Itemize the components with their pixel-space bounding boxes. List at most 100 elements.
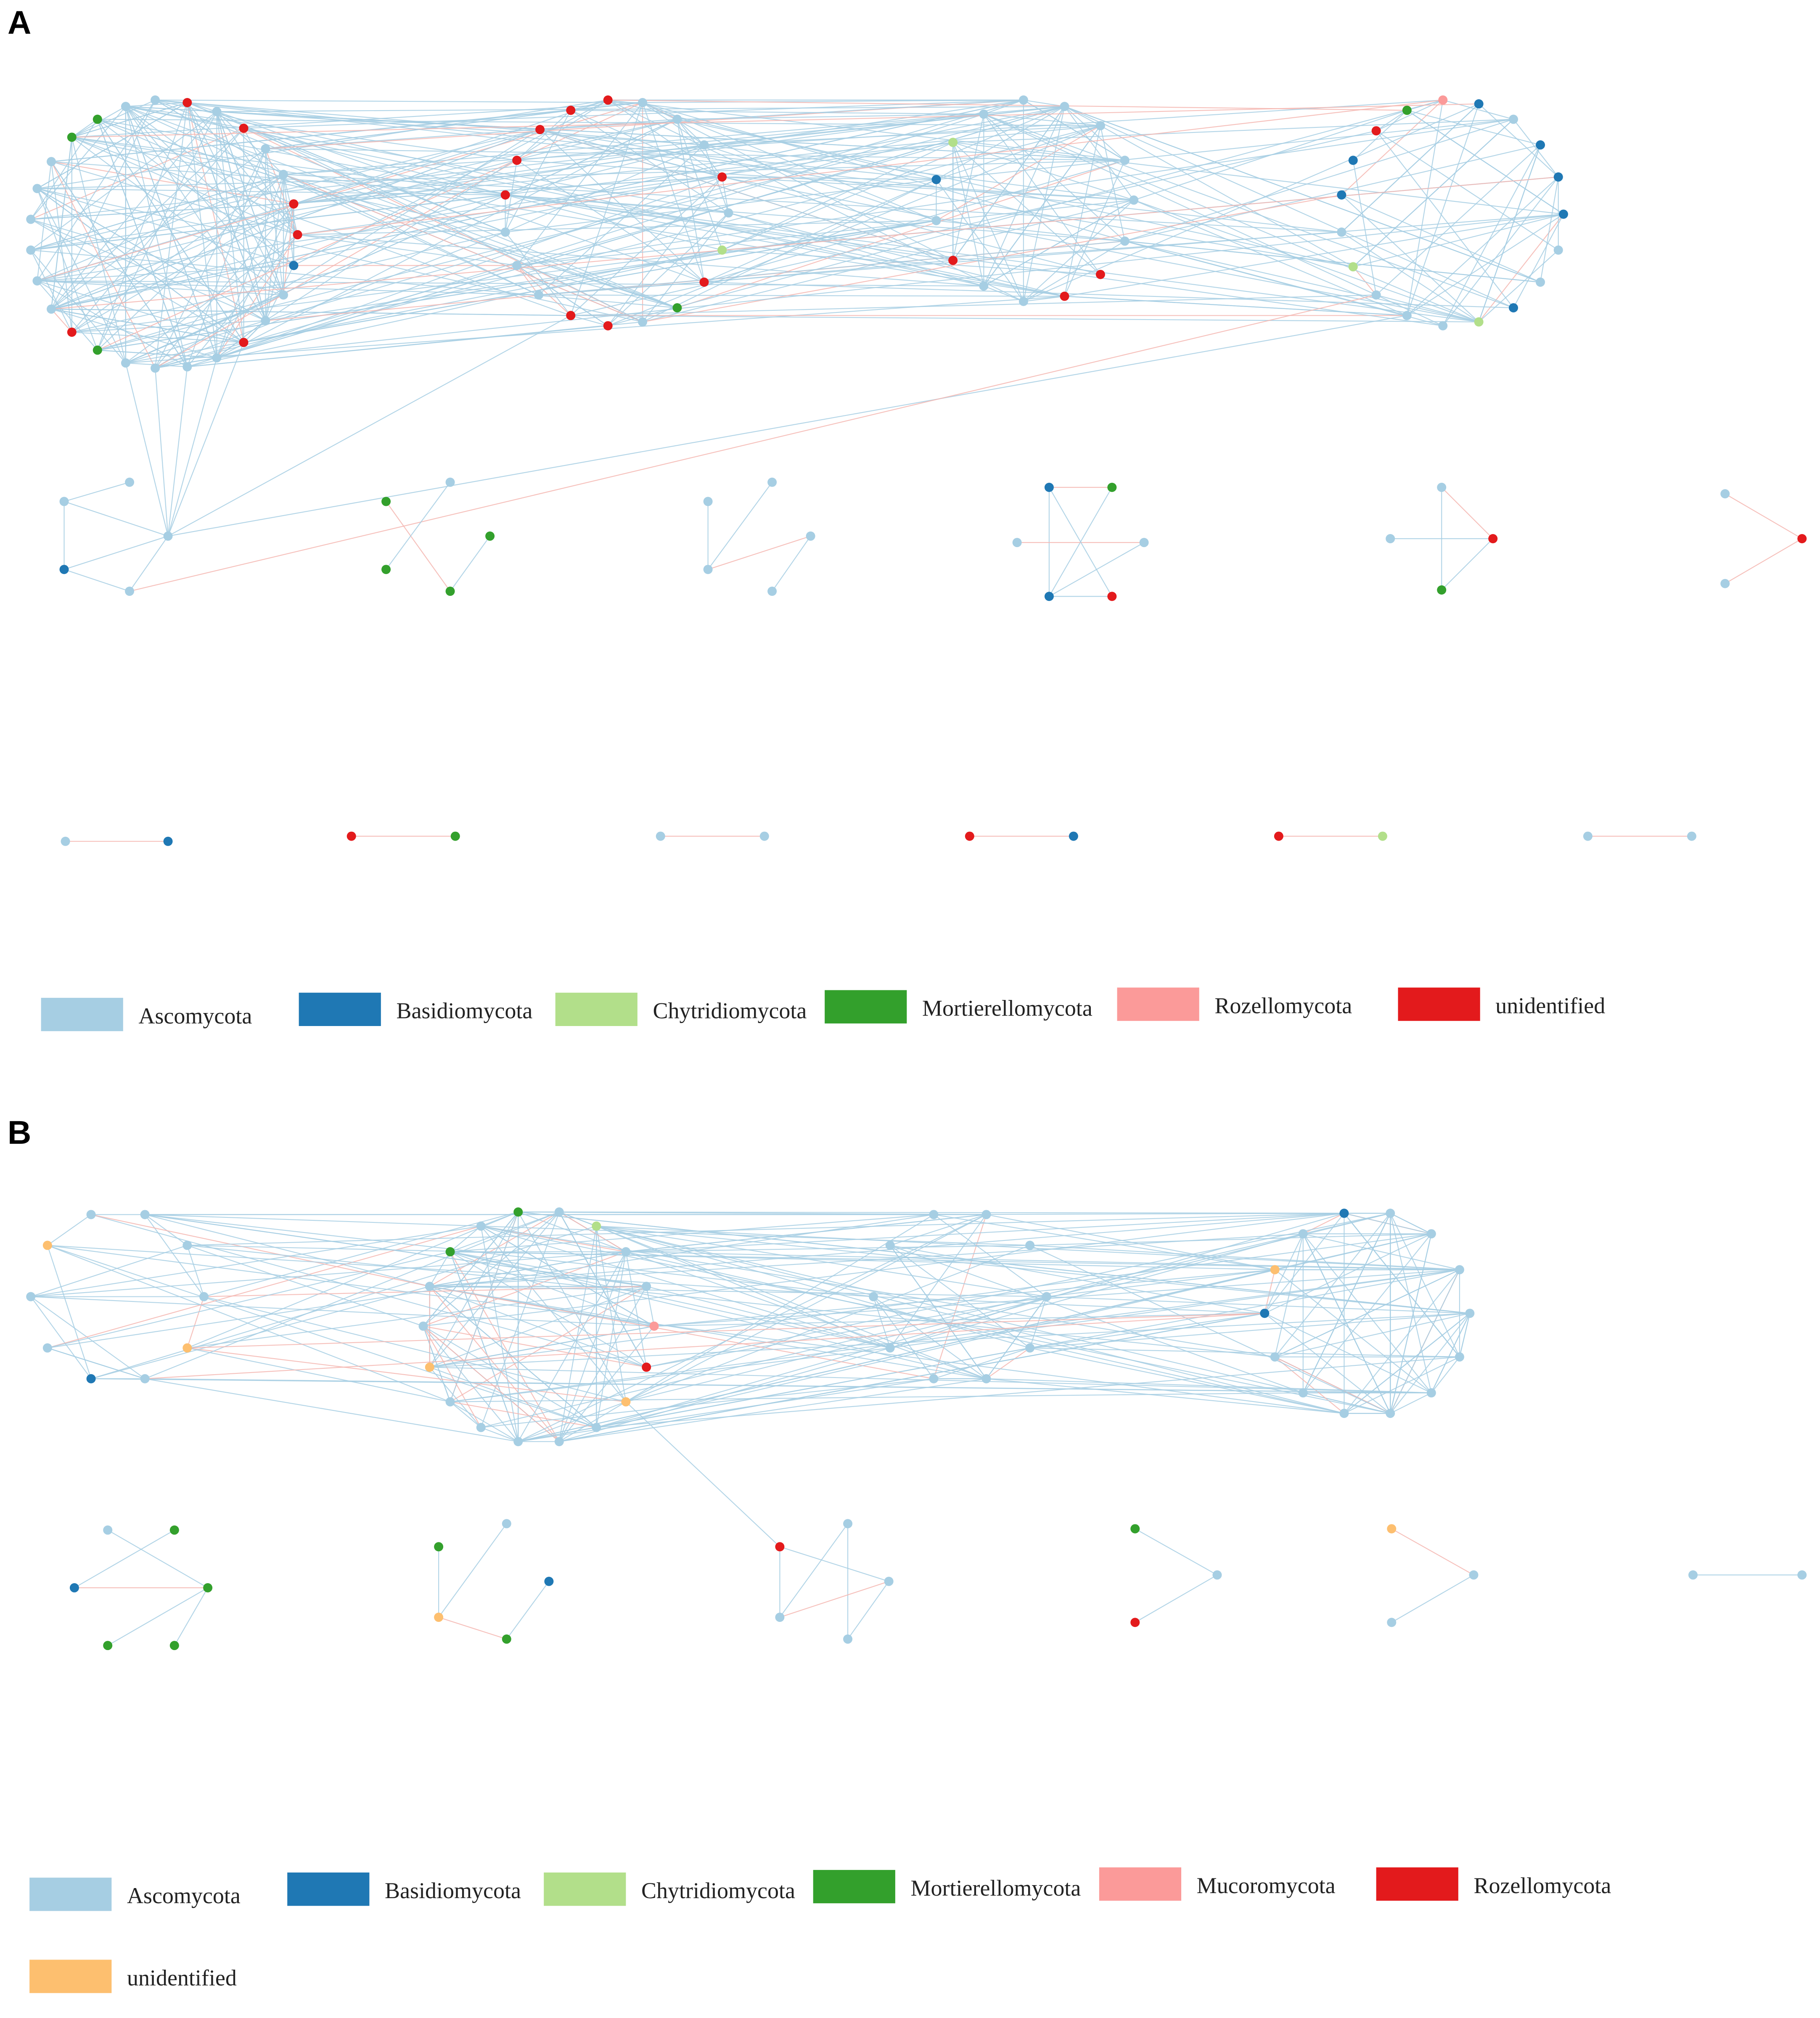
panel-a-node [1797,534,1807,543]
panel-b-edge [47,1245,597,1428]
panel-b-node [554,1437,564,1447]
panel-a-edge [71,137,571,316]
panel-a-edge [505,232,571,316]
panel-a-node [1437,585,1447,595]
panel-a-node [121,102,130,111]
panel-b-edge [1431,1357,1460,1393]
panel-a-edge [30,129,540,251]
panel-a-edge [187,102,506,233]
panel-a-edge [97,119,1100,126]
panel-a-node [948,138,958,147]
panel-b-node [869,1292,878,1301]
panel-b-edge [145,1378,518,1442]
panel-b-node [1688,1570,1698,1580]
panel-b-legend-swatch [29,1960,112,1993]
panel-a-edge [1441,487,1493,539]
panel-b-edge [47,1347,145,1379]
panel-b-edge [933,1214,1047,1297]
panel-a-edge [952,114,984,261]
panel-b-edge [47,1245,874,1297]
panel-b-edge [91,1214,647,1368]
panel-b-node [502,1519,511,1529]
panel-b-edge [107,1587,208,1646]
panel-b-edge [654,1269,1460,1327]
panel-a-node [767,477,777,487]
panel-a-legend-swatch [825,990,907,1024]
panel-a-edge [155,129,540,369]
panel-a-node [717,245,727,255]
panel-b-edge [438,1523,507,1618]
panel-a-edge [1100,125,1354,267]
panel-a-edge [243,99,1024,129]
panel-a-node [183,98,192,107]
panel-b-edge [596,1225,1470,1314]
panel-a-node [125,477,135,487]
panel-b-node [554,1207,564,1217]
panel-a-edge [704,179,936,283]
panel-b-edge [423,1326,451,1402]
panel-b-node [1386,1209,1395,1218]
panel-a-edge [31,99,1024,251]
panel-b-edge [1135,1528,1217,1576]
panel-a-edge [450,536,490,592]
panel-b-node [1455,1265,1464,1275]
panel-a-edge [643,99,1024,103]
panel-a-edge [1064,106,1125,161]
panel-b-edge [480,1226,519,1442]
panel-a-edge [1124,119,1514,242]
panel-a-node [239,338,249,347]
panel-a-edge [51,308,571,316]
panel-b-node [140,1210,150,1219]
panel-b-edge [1030,1347,1460,1357]
panel-a-edge [936,106,1065,180]
panel-b-edge [1344,1213,1432,1235]
panel-a-edge [1540,177,1559,283]
panel-a-edge [952,142,1024,302]
panel-b-edge [1390,1213,1432,1235]
panel-a-edge [642,102,705,283]
panel-b-edge [187,1211,518,1349]
panel-b-edge [30,1296,92,1379]
panel-a-nodes [26,95,1807,846]
panel-b-edge [481,1427,518,1442]
panel-b-edge [873,1296,1265,1314]
panel-a-edge [217,176,722,358]
panel-b-edge [1344,1356,1460,1414]
panel-b-node [103,1525,113,1535]
panel-b-node [86,1374,96,1383]
panel-b-node [199,1292,209,1301]
panel-b-edge [450,1269,1460,1402]
panel-a-edge [37,188,266,321]
panel-b-edge [47,1225,481,1349]
panel-a-edge [722,176,1134,201]
panel-a-node [450,831,460,841]
panel-a-edge [1478,249,1559,323]
panel-b-edge [986,1296,1047,1379]
panel-b-node [1130,1524,1140,1534]
panel-b-node [885,1240,895,1250]
panel-a-edge [168,315,571,537]
panel-b-node [476,1221,486,1231]
panel-a-node [1044,592,1054,601]
panel-b-node [69,1583,79,1592]
panel-b-edge [47,1251,450,1349]
panel-a-edge [1406,100,1444,316]
panel-a-node [724,208,733,218]
panel-b-edge [187,1347,626,1402]
panel-a-letter: A [8,4,31,41]
panel-a-edge [1442,177,1559,326]
panel-b-edge [1390,1270,1460,1414]
panel-b-edge [646,1213,1391,1368]
panel-b-edge [596,1356,1460,1428]
panel-b-edge [174,1587,209,1646]
panel-b-edge [1030,1245,1460,1270]
panel-a-edge [952,106,1065,261]
panel-a-node [931,175,941,184]
panel-b-node [513,1207,523,1217]
panel-b-edge [1344,1313,1470,1414]
panel-a-edge [704,281,1514,309]
panel-a-edge [51,176,1558,310]
panel-a-node [289,261,299,270]
panel-a-edge [1407,214,1564,316]
panel-b-edge [1274,1213,1391,1357]
